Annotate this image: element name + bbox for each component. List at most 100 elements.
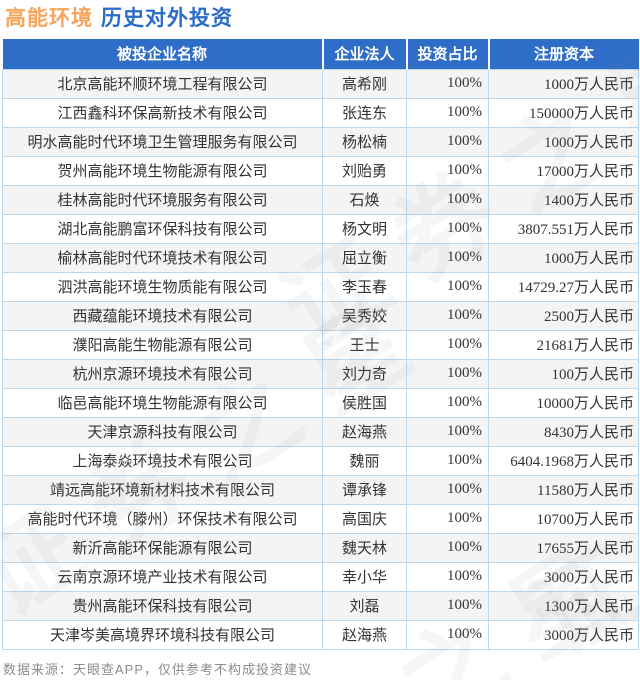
table-row: 泗洪高能环境生物质能有限公司 李玉春 100% 14729.27万人民币 bbox=[2, 271, 639, 302]
cell-company: 天津京源科技有限公司 bbox=[2, 416, 323, 447]
cell-company: 天津岑美高境界环境科技有限公司 bbox=[2, 619, 323, 650]
cell-investment-ratio: 100% bbox=[406, 213, 489, 244]
cell-investment-ratio: 100% bbox=[406, 184, 489, 215]
cell-investment-ratio: 100% bbox=[406, 155, 489, 186]
cell-registered-capital: 3000万人民币 bbox=[488, 561, 639, 592]
cell-legal-person: 魏丽 bbox=[322, 445, 407, 476]
cell-registered-capital: 3807.551万人民币 bbox=[488, 213, 639, 244]
table-row: 新沂高能环保能源有限公司 魏天林 100% 17655万人民币 bbox=[2, 532, 639, 563]
cell-legal-person: 刘贻勇 bbox=[322, 155, 407, 186]
cell-legal-person: 杨文明 bbox=[322, 213, 407, 244]
cell-company: 靖远高能环境新材料技术有限公司 bbox=[2, 474, 323, 505]
col-header-company: 被投企业名称 bbox=[2, 39, 323, 69]
cell-investment-ratio: 100% bbox=[406, 387, 489, 418]
cell-investment-ratio: 100% bbox=[406, 532, 489, 563]
cell-investment-ratio: 100% bbox=[406, 619, 489, 650]
cell-registered-capital: 1000万人民币 bbox=[488, 242, 639, 273]
cell-investment-ratio: 100% bbox=[406, 503, 489, 534]
cell-company: 泗洪高能环境生物质能有限公司 bbox=[2, 271, 323, 302]
cell-legal-person: 赵海燕 bbox=[322, 416, 407, 447]
col-header-investment-ratio: 投资占比 bbox=[405, 39, 489, 69]
data-source-note: 数据来源：天眼查APP，仅供参考不构成投资建议 bbox=[3, 661, 313, 677]
table-row: 北京高能环顺环境工程有限公司 高希刚 100% 1000万人民币 bbox=[2, 68, 639, 99]
table-row: 湖北高能鹏富环保科技有限公司 杨文明 100% 3807.551万人民币 bbox=[2, 213, 639, 244]
table-row: 靖远高能环境新材料技术有限公司 谭承锋 100% 11580万人民币 bbox=[2, 474, 639, 505]
cell-company: 杭州京源环境技术有限公司 bbox=[2, 358, 323, 389]
cell-legal-person: 石焕 bbox=[322, 184, 407, 215]
cell-company: 榆林高能时代环境技术有限公司 bbox=[2, 242, 323, 273]
cell-registered-capital: 1000万人民币 bbox=[488, 126, 639, 157]
cell-company: 江西鑫科环保高新技术有限公司 bbox=[2, 97, 323, 128]
investment-table: 被投企业名称 企业法人 投资占比 注册资本 北京高能环顺环境工程有限公司 高希刚… bbox=[2, 39, 639, 650]
cell-registered-capital: 11580万人民币 bbox=[488, 474, 639, 505]
cell-legal-person: 王士 bbox=[322, 329, 407, 360]
cell-company: 新沂高能环保能源有限公司 bbox=[2, 532, 323, 563]
cell-legal-person: 高希刚 bbox=[322, 68, 407, 99]
cell-legal-person: 屈立衡 bbox=[322, 242, 407, 273]
cell-investment-ratio: 100% bbox=[406, 329, 489, 360]
cell-investment-ratio: 100% bbox=[406, 126, 489, 157]
cell-registered-capital: 8430万人民币 bbox=[488, 416, 639, 447]
cell-legal-person: 侯胜国 bbox=[322, 387, 407, 418]
cell-investment-ratio: 100% bbox=[406, 561, 489, 592]
table-row: 临邑高能环境生物能源有限公司 侯胜国 100% 10000万人民币 bbox=[2, 387, 639, 418]
cell-company: 云南京源环境产业技术有限公司 bbox=[2, 561, 323, 592]
cell-investment-ratio: 100% bbox=[406, 97, 489, 128]
cell-company: 濮阳高能生物能源有限公司 bbox=[2, 329, 323, 360]
table-row: 杭州京源环境技术有限公司 刘力奇 100% 100万人民币 bbox=[2, 358, 639, 389]
cell-legal-person: 高国庆 bbox=[322, 503, 407, 534]
cell-legal-person: 魏天林 bbox=[322, 532, 407, 563]
cell-registered-capital: 1300万人民币 bbox=[488, 590, 639, 621]
cell-registered-capital: 150000万人民币 bbox=[488, 97, 639, 128]
table-body: 北京高能环顺环境工程有限公司 高希刚 100% 1000万人民币 江西鑫科环保高… bbox=[2, 68, 639, 650]
table-row: 上海泰焱环境技术有限公司 魏丽 100% 6404.1968万人民币 bbox=[2, 445, 639, 476]
table-row: 高能时代环境（滕州）环保技术有限公司 高国庆 100% 10700万人民币 bbox=[2, 503, 639, 534]
cell-registered-capital: 17000万人民币 bbox=[488, 155, 639, 186]
stock-name: 高能环境 bbox=[5, 7, 93, 30]
cell-investment-ratio: 100% bbox=[406, 300, 489, 331]
cell-legal-person: 谭承锋 bbox=[322, 474, 407, 505]
cell-legal-person: 杨松楠 bbox=[322, 126, 407, 157]
table-row: 贵州高能环保科技有限公司 刘磊 100% 1300万人民币 bbox=[2, 590, 639, 621]
table-row: 桂林高能时代环境服务有限公司 石焕 100% 1400万人民币 bbox=[2, 184, 639, 215]
cell-investment-ratio: 100% bbox=[406, 445, 489, 476]
table-row: 榆林高能时代环境技术有限公司 屈立衡 100% 1000万人民币 bbox=[2, 242, 639, 273]
cell-registered-capital: 10000万人民币 bbox=[488, 387, 639, 418]
cell-registered-capital: 3000万人民币 bbox=[488, 619, 639, 650]
cell-legal-person: 刘磊 bbox=[322, 590, 407, 621]
table-row: 明水高能时代环境卫生管理服务有限公司 杨松楠 100% 1000万人民币 bbox=[2, 126, 639, 157]
cell-company: 高能时代环境（滕州）环保技术有限公司 bbox=[2, 503, 323, 534]
cell-company: 上海泰焱环境技术有限公司 bbox=[2, 445, 323, 476]
cell-registered-capital: 21681万人民币 bbox=[488, 329, 639, 360]
table-row: 贺州高能环境生物能源有限公司 刘贻勇 100% 17000万人民币 bbox=[2, 155, 639, 186]
cell-investment-ratio: 100% bbox=[406, 590, 489, 621]
title-suffix: 历史对外投资 bbox=[101, 7, 233, 30]
cell-investment-ratio: 100% bbox=[406, 68, 489, 99]
cell-company: 临邑高能环境生物能源有限公司 bbox=[2, 387, 323, 418]
table-header-row: 被投企业名称 企业法人 投资占比 注册资本 bbox=[2, 39, 639, 69]
table-row: 云南京源环境产业技术有限公司 幸小华 100% 3000万人民币 bbox=[2, 561, 639, 592]
cell-registered-capital: 1000万人民币 bbox=[488, 68, 639, 99]
cell-registered-capital: 2500万人民币 bbox=[488, 300, 639, 331]
table-row: 江西鑫科环保高新技术有限公司 张连东 100% 150000万人民币 bbox=[2, 97, 639, 128]
table-row: 天津岑美高境界环境科技有限公司 赵海燕 100% 3000万人民币 bbox=[2, 619, 639, 650]
col-header-legal-person: 企业法人 bbox=[321, 39, 407, 69]
cell-legal-person: 吴秀姣 bbox=[322, 300, 407, 331]
cell-company: 西藏蕴能环境技术有限公司 bbox=[2, 300, 323, 331]
table-row: 西藏蕴能环境技术有限公司 吴秀姣 100% 2500万人民币 bbox=[2, 300, 639, 331]
cell-company: 湖北高能鹏富环保科技有限公司 bbox=[2, 213, 323, 244]
cell-registered-capital: 10700万人民币 bbox=[488, 503, 639, 534]
cell-legal-person: 张连东 bbox=[322, 97, 407, 128]
table-row: 天津京源科技有限公司 赵海燕 100% 8430万人民币 bbox=[2, 416, 639, 447]
cell-company: 贺州高能环境生物能源有限公司 bbox=[2, 155, 323, 186]
cell-company: 北京高能环顺环境工程有限公司 bbox=[2, 68, 323, 99]
cell-legal-person: 幸小华 bbox=[322, 561, 407, 592]
cell-legal-person: 李玉春 bbox=[322, 271, 407, 302]
cell-registered-capital: 100万人民币 bbox=[488, 358, 639, 389]
cell-company: 桂林高能时代环境服务有限公司 bbox=[2, 184, 323, 215]
cell-company: 贵州高能环保科技有限公司 bbox=[2, 590, 323, 621]
page-title: 高能环境 历史对外投资 bbox=[0, 0, 640, 39]
cell-investment-ratio: 100% bbox=[406, 416, 489, 447]
cell-registered-capital: 14729.27万人民币 bbox=[488, 271, 639, 302]
cell-investment-ratio: 100% bbox=[406, 474, 489, 505]
